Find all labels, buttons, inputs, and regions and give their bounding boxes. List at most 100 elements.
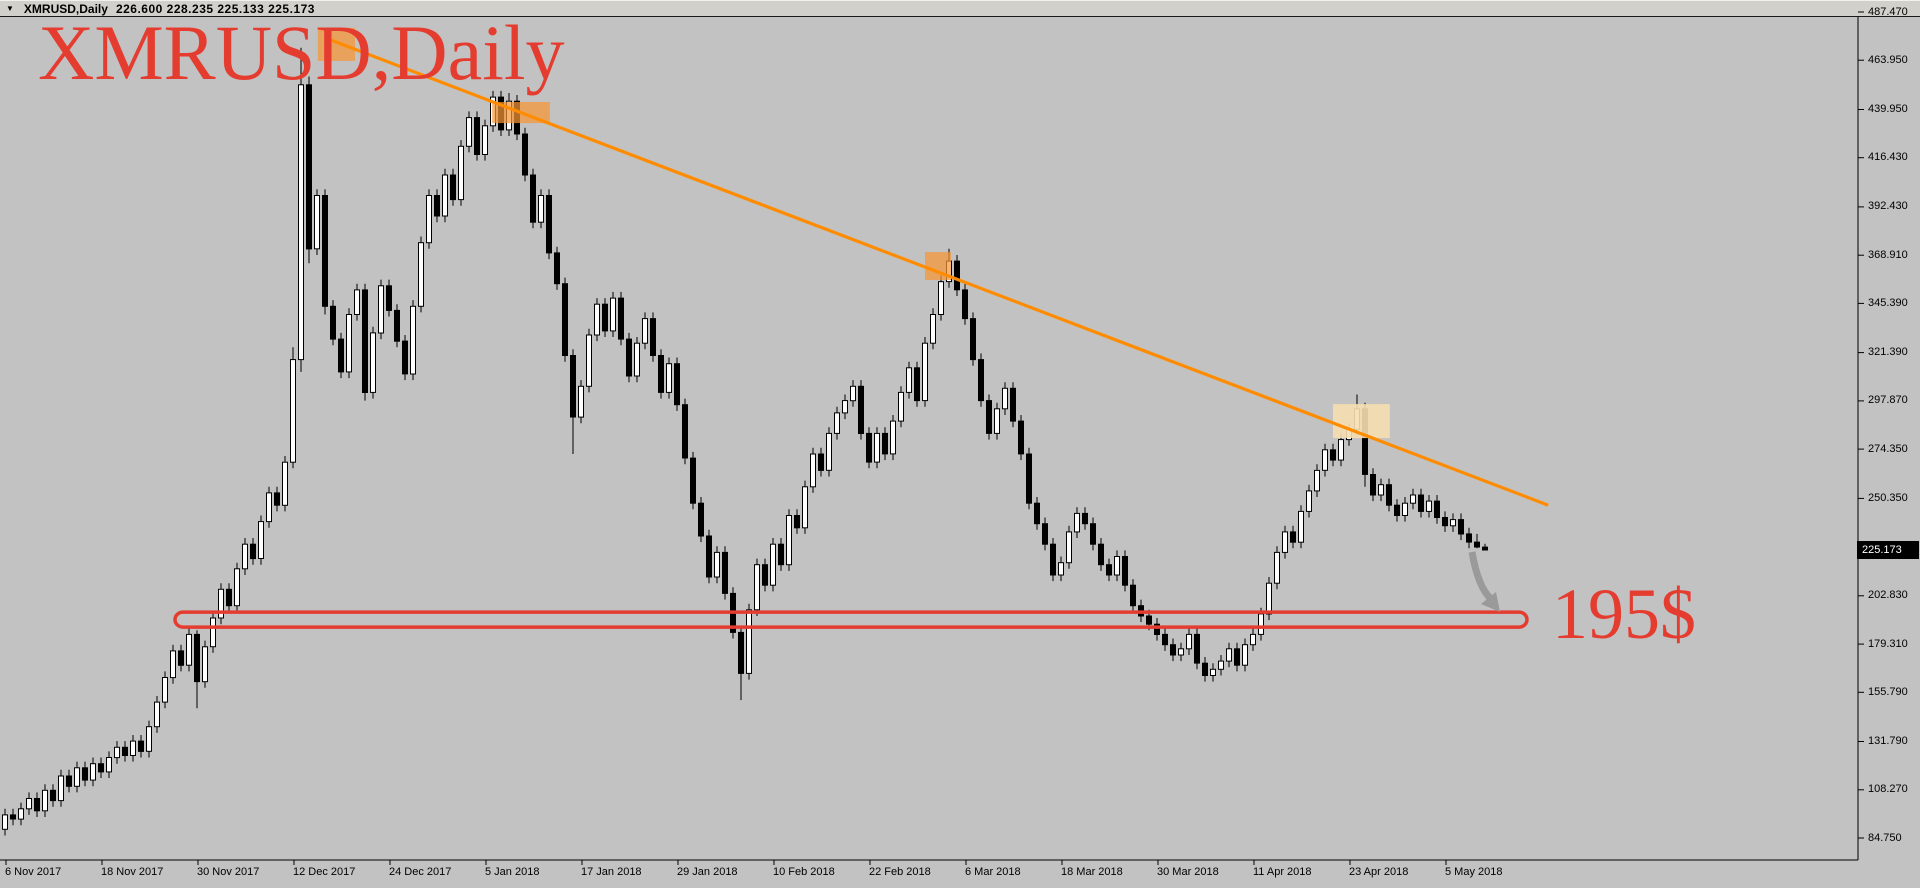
candle-body: [450, 174, 456, 201]
price-axis-label: 179.310: [1868, 638, 1908, 650]
candle-body: [98, 763, 104, 773]
candle-body: [594, 303, 600, 336]
candle-body: [10, 814, 16, 820]
candle-body: [466, 117, 472, 147]
projection-arrow[interactable]: [1468, 551, 1494, 602]
candle-body: [1338, 439, 1344, 461]
candle-body: [826, 432, 832, 471]
candle-body: [1298, 510, 1304, 543]
candle-body: [626, 338, 632, 377]
date-axis-label: 17 Jan 2018: [581, 866, 642, 878]
candle-body: [786, 515, 792, 566]
candle-body: [994, 408, 1000, 434]
price-axis-label: 368.910: [1868, 249, 1908, 261]
candle-body: [1434, 500, 1440, 519]
candle-body: [426, 195, 432, 244]
candle-body: [1066, 531, 1072, 564]
candle-body: [1106, 564, 1112, 576]
candle-body: [530, 174, 536, 223]
candle-body: [634, 342, 640, 377]
candle-body: [618, 297, 624, 340]
chart-menu-dropdown-icon[interactable]: ▼: [6, 3, 14, 13]
candle-body: [18, 808, 24, 820]
candle-body: [378, 285, 384, 334]
candle-body: [218, 588, 224, 619]
candle-body: [1002, 387, 1008, 410]
support-level-channel[interactable]: [173, 610, 1529, 629]
candle-body: [746, 609, 752, 674]
candle-body: [690, 457, 696, 504]
candle-body: [770, 543, 776, 586]
candle-body: [1130, 584, 1136, 607]
chart-titlebar[interactable]: ▼ XMRUSD,Daily 226.600 228.235 225.133 2…: [0, 0, 1920, 17]
price-axis-label: 392.430: [1868, 200, 1908, 212]
candle-body: [1090, 523, 1096, 545]
date-axis-label: 10 Feb 2018: [773, 866, 835, 878]
candle-body: [1258, 613, 1264, 635]
candle-body: [66, 775, 72, 787]
candle-body: [410, 305, 416, 375]
candle-body: [706, 535, 712, 578]
candle-body: [1322, 449, 1328, 471]
candle-body: [1026, 453, 1032, 504]
candle-body: [1482, 546, 1488, 551]
date-axis-label: 6 Mar 2018: [965, 866, 1021, 878]
candle-body: [1330, 449, 1336, 461]
candle-body: [978, 359, 984, 402]
date-axis-label: 22 Feb 2018: [869, 866, 931, 878]
candle-body: [1402, 502, 1408, 517]
candle-body: [1394, 504, 1400, 517]
candle-body: [146, 726, 152, 752]
candle-body: [1466, 533, 1472, 543]
candle-body: [834, 412, 840, 434]
candle-body: [866, 432, 872, 463]
candle-body: [82, 767, 88, 781]
candle-body: [122, 746, 128, 756]
support-price-annotation-label: 195$: [1552, 574, 1696, 654]
candle-body: [858, 385, 864, 434]
candle-body: [1234, 648, 1240, 666]
candle-body: [546, 195, 552, 254]
candle-body: [386, 285, 392, 311]
highlight-box-annotation[interactable]: [317, 27, 355, 61]
candle-body: [1474, 541, 1480, 548]
candle-body: [50, 789, 56, 802]
date-axis-label: 18 Mar 2018: [1061, 866, 1123, 878]
candle-body: [1306, 490, 1312, 512]
candle-body: [754, 564, 760, 611]
candle-body: [370, 332, 376, 393]
candle-body: [890, 420, 896, 455]
candle-body: [762, 564, 768, 586]
candle-body: [1226, 648, 1232, 662]
price-axis-label: 155.790: [1868, 686, 1908, 698]
price-axis-label: 297.870: [1868, 394, 1908, 406]
candle-body: [1146, 615, 1152, 625]
projection-arrowhead: [1481, 592, 1500, 612]
descending-trendline[interactable]: [329, 38, 1549, 507]
candle-body: [914, 367, 920, 402]
candle-body: [170, 650, 176, 679]
candle-body: [898, 391, 904, 422]
candle-body: [522, 133, 528, 176]
date-axis-label: 24 Dec 2017: [389, 866, 452, 878]
candle-body: [586, 334, 592, 387]
candle-body: [1442, 517, 1448, 527]
candle-body: [1386, 484, 1392, 506]
candle-body: [202, 646, 208, 683]
candle-body: [130, 740, 136, 756]
candle-body: [210, 617, 216, 648]
candle-body: [394, 309, 400, 342]
candle-body: [1274, 551, 1280, 584]
price-axis-label: 274.350: [1868, 443, 1908, 455]
candle-body: [1098, 543, 1104, 566]
candle-body: [162, 677, 168, 703]
candle-body: [1194, 633, 1200, 664]
candle-body: [538, 195, 544, 223]
candle-body: [818, 453, 824, 471]
candle-body: [58, 775, 64, 802]
candle-body: [1042, 523, 1048, 545]
candle-body: [1074, 512, 1080, 533]
candle-body: [802, 486, 808, 529]
candle-body: [306, 84, 312, 250]
